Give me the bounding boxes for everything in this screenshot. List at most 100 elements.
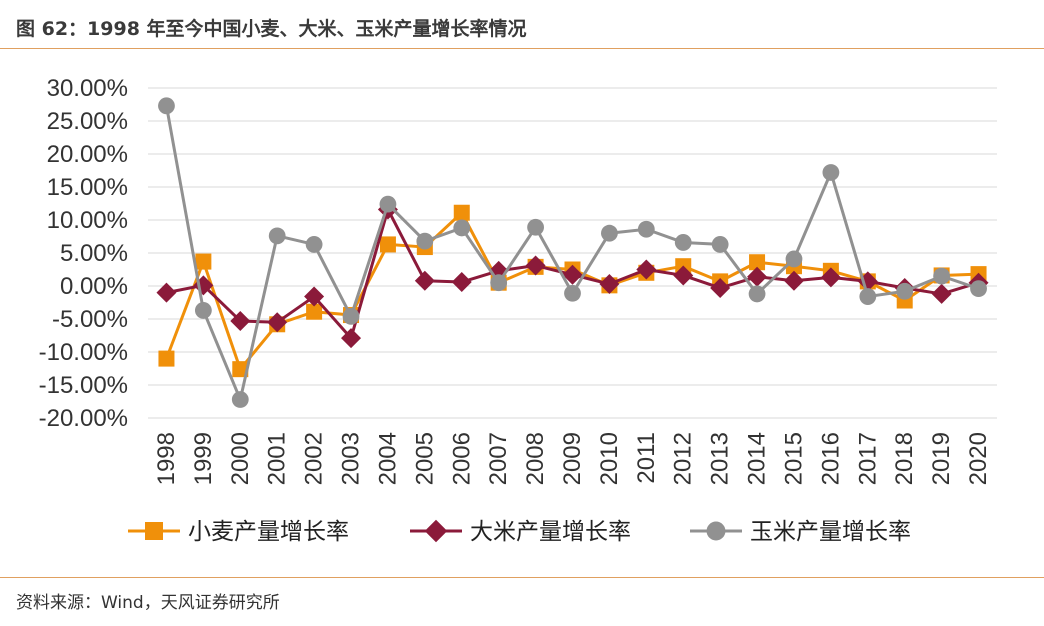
- data-point: [783, 270, 804, 291]
- y-tick-label: 10.00%: [47, 207, 128, 234]
- series-3: [158, 97, 987, 408]
- x-tick-label: 2018: [891, 432, 918, 485]
- data-point: [451, 272, 472, 293]
- data-point: [931, 283, 952, 304]
- y-tick-label: 20.00%: [47, 141, 128, 168]
- data-point: [527, 218, 544, 236]
- data-point: [416, 232, 434, 250]
- x-axis-tick-labels: 1998 1999 2000 2001 2002 2003 2004 2005 2006 2007…: [153, 432, 992, 485]
- data-point: [304, 286, 325, 307]
- data-point: [232, 361, 249, 378]
- data-point: [859, 288, 877, 305]
- data-point: [453, 204, 470, 221]
- data-point: [674, 234, 692, 251]
- legend: 小麦产量增长率 大米产量增长率 玉米产量增长率: [128, 519, 911, 545]
- y-axis-tick-labels: 30.00% 25.00% 20.00% 15.00% 10.00% 5.00% 0.00%…: [39, 75, 128, 432]
- y-tick-label: -10.00%: [39, 339, 128, 366]
- data-point: [414, 270, 435, 291]
- data-point: [710, 277, 731, 298]
- grid-lines: [148, 87, 997, 419]
- legend-item-2: 大米产量增长率: [410, 519, 631, 545]
- x-tick-label: 2013: [707, 432, 734, 485]
- data-point: [231, 391, 249, 408]
- data-point: [933, 267, 951, 285]
- data-point: [379, 195, 397, 213]
- data-point: [525, 255, 546, 276]
- x-tick-label: 2002: [301, 432, 328, 485]
- data-point: [342, 307, 360, 325]
- y-tick-label: 30.00%: [47, 75, 128, 102]
- data-point: [822, 164, 840, 181]
- x-tick-label: 2015: [780, 432, 807, 485]
- legend-label: 玉米产量增长率: [750, 519, 911, 545]
- legend-marker: [706, 521, 726, 541]
- x-tick-label: 2008: [522, 432, 549, 485]
- data-point: [195, 253, 212, 270]
- x-tick-label: 2017: [854, 432, 881, 485]
- data-point: [194, 302, 212, 319]
- data-point: [230, 310, 251, 331]
- data-point: [601, 224, 618, 242]
- x-tick-label: 2011: [633, 432, 660, 484]
- data-point: [562, 264, 583, 285]
- data-point: [636, 259, 657, 280]
- y-tick-label: 15.00%: [47, 174, 128, 201]
- x-tick-label: 2010: [596, 432, 623, 485]
- x-tick-label: 2009: [559, 432, 586, 485]
- y-tick-label: 5.00%: [60, 240, 128, 267]
- source-note: 资料来源：Wind，天风证券研究所: [16, 593, 280, 613]
- x-tick-label: 2014: [744, 432, 771, 485]
- data-point: [896, 282, 914, 300]
- x-tick-label: 2012: [670, 432, 697, 485]
- data-point: [748, 285, 766, 303]
- x-tick-label: 1999: [190, 432, 217, 485]
- series-group: [156, 97, 989, 408]
- data-point: [785, 250, 803, 268]
- x-tick-label: 1998: [153, 432, 180, 485]
- x-tick-label: 2019: [928, 432, 955, 485]
- data-point: [341, 328, 362, 349]
- footer-divider: [0, 577, 1044, 578]
- title-divider: [0, 48, 1044, 49]
- legend-label: 小麦产量增长率: [188, 519, 349, 545]
- x-tick-label: 2004: [374, 432, 401, 485]
- series-2: [156, 199, 989, 349]
- x-tick-label: 2016: [817, 432, 844, 485]
- data-point: [711, 236, 729, 253]
- legend-marker: [424, 519, 448, 543]
- data-point: [158, 350, 175, 367]
- data-point: [747, 266, 768, 287]
- line-chart: 30.00% 25.00% 20.00% 15.00% 10.00% 5.00% 0.00%…: [39, 75, 997, 545]
- data-point: [749, 254, 766, 271]
- y-tick-label: -15.00%: [39, 372, 128, 399]
- legend-marker: [145, 522, 163, 540]
- data-point: [490, 274, 508, 292]
- data-point: [637, 220, 655, 238]
- data-point: [158, 97, 175, 115]
- y-tick-label: -20.00%: [39, 405, 128, 432]
- x-tick-label: 2007: [485, 432, 512, 485]
- data-point: [305, 236, 323, 253]
- data-point: [453, 219, 471, 237]
- data-point: [820, 267, 841, 288]
- x-tick-label: 2006: [448, 432, 475, 485]
- data-point: [306, 303, 323, 320]
- data-point: [970, 280, 987, 298]
- x-tick-label: 2000: [227, 432, 254, 485]
- y-tick-label: 0.00%: [60, 273, 128, 300]
- data-point: [673, 265, 694, 286]
- data-point: [564, 284, 581, 302]
- y-tick-label: 25.00%: [47, 108, 128, 135]
- data-point: [268, 227, 286, 245]
- x-tick-label: 2003: [338, 432, 365, 485]
- data-point: [599, 274, 620, 295]
- x-tick-label: 2020: [965, 432, 992, 485]
- legend-item-1: 小麦产量增长率: [128, 519, 349, 545]
- x-tick-label: 2001: [264, 432, 291, 485]
- x-tick-label: 2005: [411, 432, 438, 485]
- figure-title: 图 62：1998 年至今中国小麦、大米、玉米产量增长率情况: [16, 18, 527, 40]
- y-tick-label: -5.00%: [52, 306, 128, 333]
- legend-label: 大米产量增长率: [470, 519, 631, 545]
- data-point: [379, 236, 396, 253]
- data-point: [156, 282, 177, 303]
